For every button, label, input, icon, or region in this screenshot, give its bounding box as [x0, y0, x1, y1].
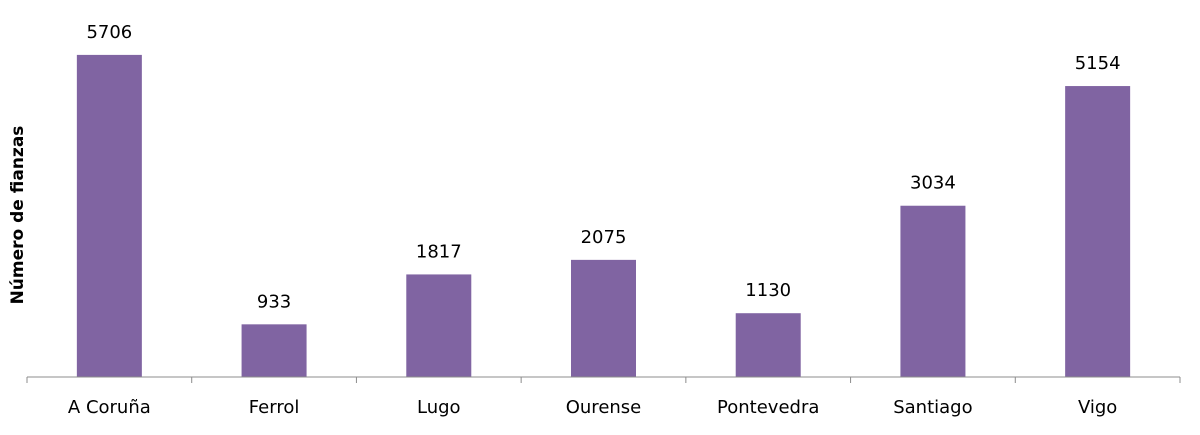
y-axis-label: Número de fianzas [8, 126, 28, 305]
bar [1065, 86, 1131, 377]
x-tick-label: A Coruña [68, 397, 151, 418]
bar [76, 54, 142, 377]
bar [735, 313, 801, 377]
x-tick-label: Pontevedra [717, 397, 819, 418]
data-label: 1130 [745, 280, 791, 301]
x-tick-label: Ferrol [249, 397, 300, 418]
data-label: 2075 [581, 227, 627, 248]
x-tick-label: Ourense [566, 397, 642, 418]
x-tick-label: Vigo [1078, 397, 1117, 418]
bar [406, 274, 472, 377]
bar [241, 324, 307, 377]
data-label: 933 [257, 291, 291, 312]
x-tick-label: Santiago [893, 397, 972, 418]
x-tick-label: Lugo [417, 397, 461, 418]
data-label: 1817 [416, 241, 462, 262]
data-label: 5154 [1075, 53, 1121, 74]
data-label: 5706 [86, 22, 132, 43]
bar [900, 205, 966, 377]
data-label: 3034 [910, 173, 956, 194]
bar [571, 259, 636, 377]
